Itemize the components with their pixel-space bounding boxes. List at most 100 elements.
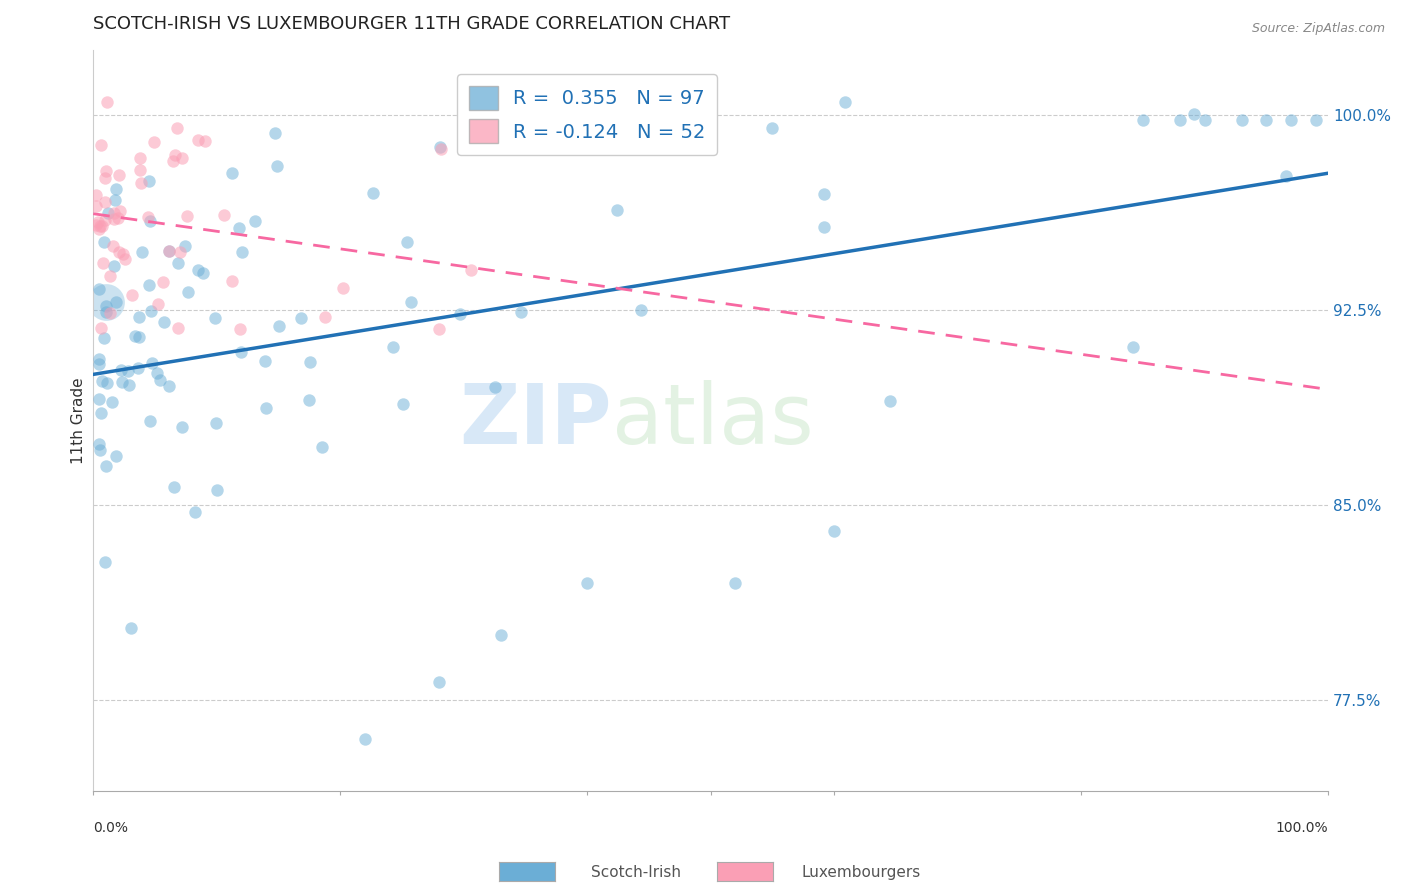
Point [1256,113,1278,128]
Point [304,797,326,811]
Text: atlas: atlas [612,380,814,461]
Point [231,245,253,260]
Point [167,320,190,334]
Point [103,206,125,220]
Point [127,360,149,375]
Point [103,259,125,273]
Point [87,222,110,236]
Point [430,142,453,156]
Point [395,235,418,250]
Point [98,269,121,284]
Point [290,311,312,326]
Point [93,212,115,227]
Point [162,153,184,168]
Point [166,121,188,136]
Point [93,331,115,345]
Point [91,374,114,388]
Point [169,245,191,260]
Point [93,235,115,249]
Point [172,151,194,165]
Point [141,356,163,370]
Point [128,310,150,324]
Point [1122,340,1144,354]
Point [212,208,235,222]
Point [93,170,115,185]
Point [94,458,117,473]
Text: Scotch-Irish: Scotch-Irish [591,865,681,880]
Point [205,417,228,431]
Point [242,836,264,850]
Point [449,307,471,321]
Text: Luxembourgers: Luxembourgers [801,865,921,880]
Point [254,401,277,416]
Point [823,524,845,538]
Point [94,195,117,210]
Point [427,674,450,689]
Point [184,505,207,519]
Point [298,355,321,369]
Point [187,263,209,277]
Point [148,296,170,310]
Point [89,352,111,367]
Point [139,414,162,428]
Point [121,287,143,301]
Point [94,295,117,310]
Point [489,95,512,109]
Point [145,366,167,380]
Y-axis label: 11th Grade: 11th Grade [72,377,86,464]
Point [1279,113,1302,128]
Point [89,437,111,451]
Point [108,168,131,182]
Point [361,186,384,201]
Point [382,340,405,354]
Point [111,375,134,389]
Point [97,206,120,220]
Point [118,377,141,392]
Point [96,376,118,391]
Point [91,255,114,269]
Point [89,442,111,457]
Point [104,450,127,464]
Point [129,176,152,190]
Point [267,318,290,333]
Point [112,247,135,261]
Point [1168,113,1191,128]
Point [103,193,125,207]
Point [187,133,209,147]
Point [89,357,111,371]
Point [117,364,139,378]
Point [177,285,200,300]
Point [264,126,287,140]
Point [94,299,117,313]
Point [229,322,252,336]
Point [221,166,243,180]
Point [204,311,226,326]
Point [103,211,125,226]
Point [606,202,628,217]
Point [138,278,160,293]
Point [138,214,160,228]
Point [429,140,451,154]
Point [1194,113,1216,128]
Point [207,483,229,497]
Point [100,306,122,320]
Point [1230,113,1253,128]
Point [153,315,176,329]
Point [1132,113,1154,128]
Point [163,148,186,162]
Point [89,219,111,234]
Point [879,394,901,409]
Point [90,406,112,420]
Text: 0.0%: 0.0% [93,821,128,835]
Point [761,121,783,136]
Point [245,214,267,228]
Point [460,263,482,277]
Point [221,274,243,288]
Legend: R =  0.355   N = 97, R = -0.124   N = 52: R = 0.355 N = 97, R = -0.124 N = 52 [457,74,717,155]
Point [298,392,321,407]
Point [96,95,118,109]
Point [157,244,180,259]
Point [157,244,180,258]
Point [576,575,599,590]
Point [89,282,111,296]
